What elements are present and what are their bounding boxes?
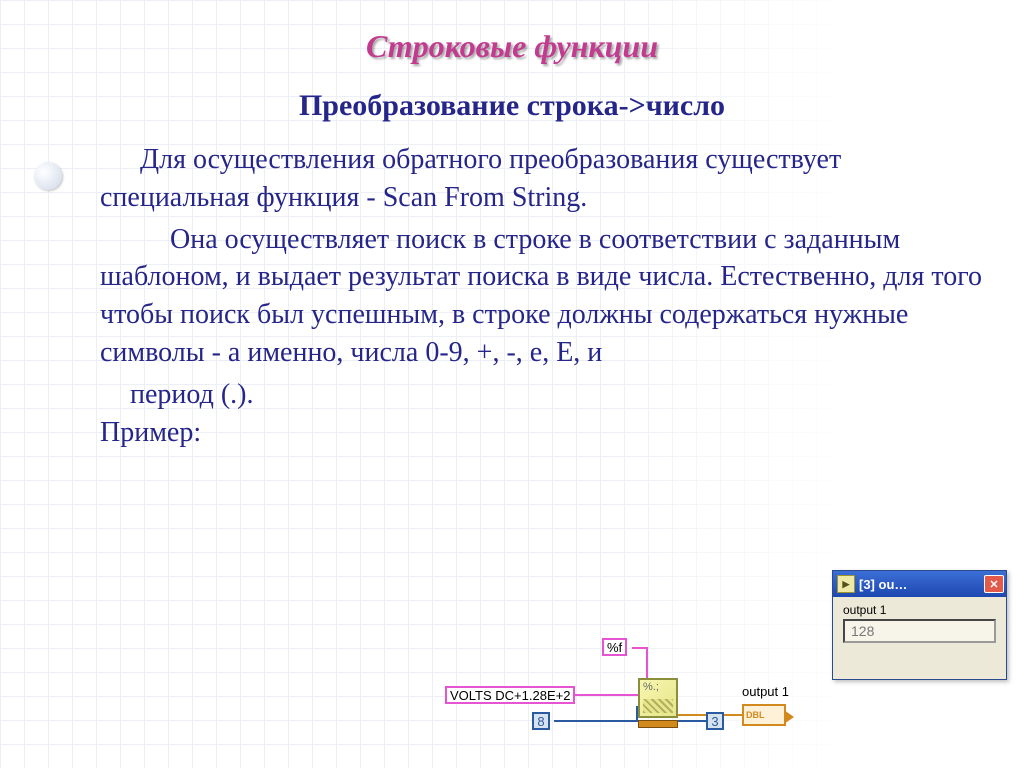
output-field-value: 128 bbox=[843, 619, 996, 643]
scan-node-base bbox=[638, 720, 678, 728]
paragraph-0: Для осуществления обратного преобразован… bbox=[100, 141, 984, 217]
close-button[interactable]: ✕ bbox=[984, 575, 1004, 593]
labview-diagram: %f VOLTS DC+1.28E+2 8 %.; 3 output 1 DBL bbox=[440, 620, 870, 748]
paragraph-1: Она осуществляет поиск в строке в соотве… bbox=[100, 221, 984, 372]
scan-node-hatch bbox=[643, 699, 673, 713]
vi-icon: ▶ bbox=[837, 575, 855, 593]
paragraph-period: период (.). bbox=[130, 376, 984, 414]
wire-str bbox=[575, 694, 638, 696]
dbl-indicator-terminal: DBL bbox=[742, 704, 786, 726]
scan-node-symbol: %.; bbox=[643, 682, 659, 693]
output-field-label: output 1 bbox=[843, 603, 1006, 617]
scan-from-string-node: %.; bbox=[638, 678, 678, 718]
close-icon: ✕ bbox=[989, 578, 998, 591]
wire-out3 bbox=[678, 720, 706, 722]
wire-loc-h bbox=[554, 720, 638, 722]
slide-title: Строковые функции bbox=[30, 28, 994, 65]
dbl-arrow-icon bbox=[784, 710, 794, 724]
output-offset-indicator: 3 bbox=[706, 712, 724, 730]
bullet-marker bbox=[34, 162, 62, 190]
window-title: [3] ou… bbox=[859, 577, 980, 592]
input-string-constant: VOLTS DC+1.28E+2 bbox=[445, 686, 575, 704]
paragraph-example: Пример: bbox=[100, 414, 984, 452]
format-string-constant: %f bbox=[602, 638, 627, 656]
output-front-panel-window: ▶ [3] ou… ✕ output 1 128 bbox=[832, 570, 1007, 680]
output-terminal-label: output 1 bbox=[742, 684, 789, 699]
dbl-type-text: DBL bbox=[746, 710, 765, 720]
wire-fmt-v bbox=[646, 647, 648, 680]
slide-subtitle: Преобразование строка->число bbox=[30, 89, 994, 123]
play-glyph-icon: ▶ bbox=[843, 579, 850, 590]
initial-scan-location-constant: 8 bbox=[532, 712, 550, 730]
window-titlebar[interactable]: ▶ [3] ou… ✕ bbox=[833, 571, 1006, 597]
